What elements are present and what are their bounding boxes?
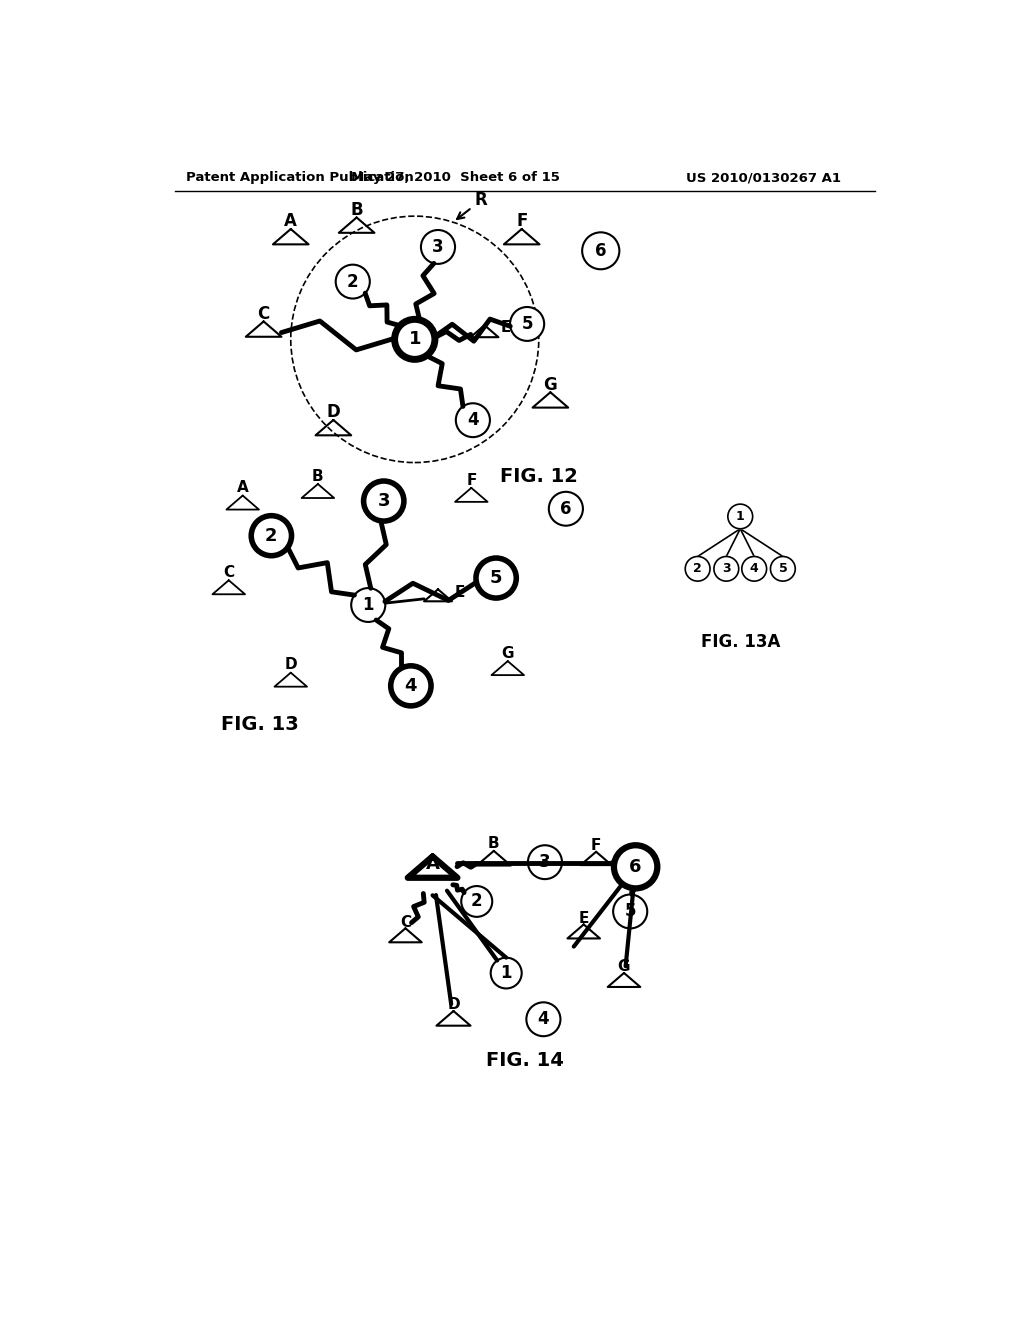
Circle shape — [728, 504, 753, 529]
Text: FIG. 12: FIG. 12 — [500, 467, 578, 486]
Circle shape — [583, 232, 620, 269]
Text: US 2010/0130267 A1: US 2010/0130267 A1 — [686, 172, 841, 185]
Text: R: R — [457, 191, 487, 219]
Text: 3: 3 — [540, 853, 551, 871]
Text: A: A — [285, 213, 297, 230]
Text: 3: 3 — [722, 562, 730, 576]
Text: 5: 5 — [778, 562, 787, 576]
Text: 3: 3 — [378, 492, 390, 510]
Text: C: C — [223, 565, 234, 579]
Circle shape — [528, 845, 562, 879]
Text: B: B — [488, 836, 500, 850]
Text: E: E — [455, 585, 465, 601]
Text: Patent Application Publication: Patent Application Publication — [186, 172, 414, 185]
Text: 1: 1 — [362, 597, 374, 614]
Text: C: C — [400, 915, 411, 929]
Text: B: B — [350, 201, 362, 219]
Text: 6: 6 — [630, 858, 642, 875]
Text: 2: 2 — [693, 562, 702, 576]
Circle shape — [394, 319, 435, 359]
Circle shape — [741, 557, 767, 581]
Circle shape — [461, 886, 493, 917]
Text: D: D — [285, 657, 297, 672]
Circle shape — [613, 895, 647, 928]
Circle shape — [351, 589, 385, 622]
Text: 5: 5 — [489, 569, 503, 587]
Text: F: F — [516, 213, 527, 230]
Circle shape — [336, 264, 370, 298]
Text: 2: 2 — [265, 527, 278, 545]
Text: 6: 6 — [595, 242, 606, 260]
Text: 5: 5 — [521, 315, 532, 333]
Circle shape — [364, 480, 403, 521]
Text: May 27, 2010  Sheet 6 of 15: May 27, 2010 Sheet 6 of 15 — [350, 172, 559, 185]
Text: F: F — [466, 473, 476, 487]
Text: D: D — [447, 998, 460, 1012]
Circle shape — [456, 404, 489, 437]
Circle shape — [714, 557, 738, 581]
Text: G: G — [544, 376, 557, 393]
Text: B: B — [312, 469, 324, 484]
Text: A: A — [426, 855, 439, 874]
Text: 3: 3 — [432, 238, 443, 256]
Text: F: F — [591, 838, 601, 853]
Circle shape — [549, 492, 583, 525]
Text: 4: 4 — [404, 677, 417, 694]
Text: 2: 2 — [347, 273, 358, 290]
Text: 4: 4 — [750, 562, 759, 576]
Circle shape — [251, 516, 292, 556]
Circle shape — [490, 958, 521, 989]
Text: FIG. 13A: FIG. 13A — [700, 634, 780, 651]
Text: A: A — [237, 480, 249, 495]
Circle shape — [685, 557, 710, 581]
Text: 1: 1 — [501, 964, 512, 982]
Circle shape — [526, 1002, 560, 1036]
Text: E: E — [579, 911, 589, 925]
Circle shape — [476, 558, 516, 598]
Text: E: E — [501, 319, 511, 334]
Text: FIG. 13: FIG. 13 — [221, 715, 299, 734]
Text: D: D — [327, 404, 340, 421]
Text: FIG. 14: FIG. 14 — [485, 1051, 564, 1071]
Text: G: G — [617, 960, 630, 974]
Circle shape — [421, 230, 455, 264]
Circle shape — [510, 308, 544, 341]
Text: 1: 1 — [736, 510, 744, 523]
Text: 6: 6 — [560, 500, 571, 517]
Circle shape — [614, 845, 657, 888]
Circle shape — [770, 557, 796, 581]
Text: 2: 2 — [471, 892, 482, 911]
Text: G: G — [502, 645, 514, 661]
Circle shape — [391, 665, 431, 706]
Text: 4: 4 — [538, 1010, 549, 1028]
Text: 4: 4 — [467, 412, 478, 429]
Text: 1: 1 — [409, 330, 421, 348]
Text: C: C — [257, 305, 269, 322]
Text: 5: 5 — [625, 903, 636, 920]
